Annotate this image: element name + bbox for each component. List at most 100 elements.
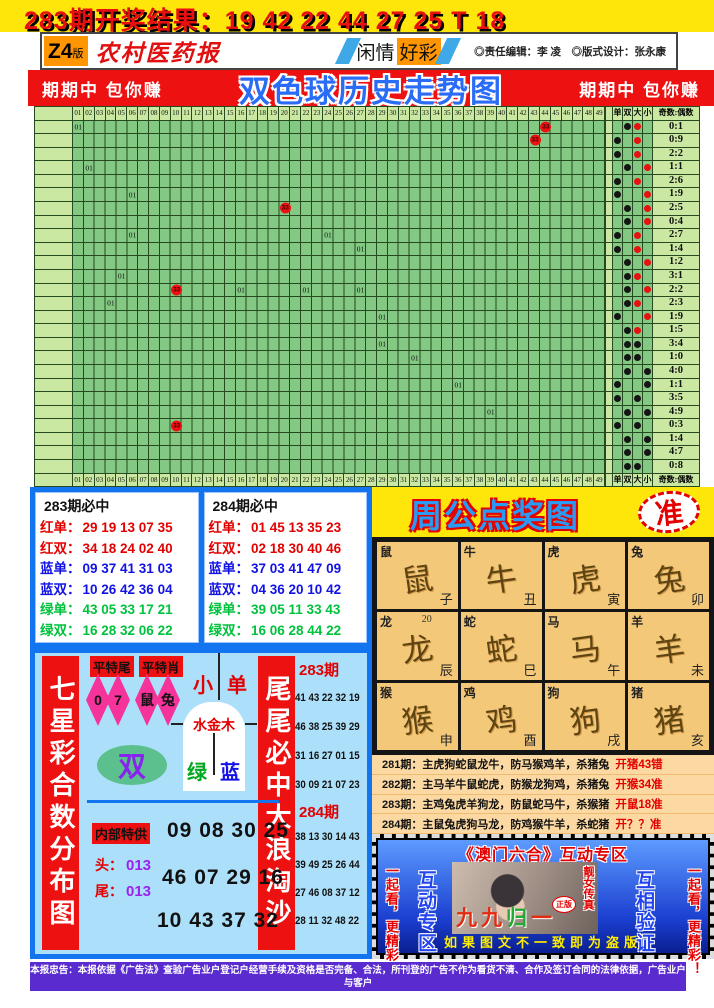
size-cell (633, 269, 643, 283)
marker-01: 01 (302, 285, 311, 295)
zodiac-art-icon: 猪 (651, 701, 687, 741)
marker-01: 01 (128, 190, 137, 200)
size-dot (634, 462, 641, 470)
section-banner: 闲情 好彩 (334, 34, 461, 68)
size-cell (643, 432, 653, 446)
zodiac-cell-鸡: 鸡鸡酉 (460, 682, 542, 750)
seven-star-panel: 七星彩合数分布图 尾尾必中大浪淘沙 平特尾 平特肖 0 7 鼠 兔 小 单 水金… (30, 648, 372, 959)
size-cell (633, 324, 643, 337)
trend-row: 01 1:9 (35, 310, 699, 325)
zodiac-name: 马 (547, 615, 560, 630)
row-cells (73, 256, 605, 269)
macau-zone-label: 互动专区 (415, 870, 436, 954)
size-cell (643, 188, 653, 202)
attr-header: 大 (633, 107, 643, 120)
zhougong-banner: 周公点奖图 准 (372, 487, 714, 537)
trend-row: 01 3:4 (35, 337, 699, 352)
period-tip-row: 281期：主虎狗蛇鼠龙牛，防马猴鸡羊，杀猪兔 开猪43错 (372, 755, 714, 775)
trend-row: 4:0 (35, 364, 699, 379)
right-col-row: 31 16 27 01 15 (295, 750, 360, 762)
marker-01: 01 (487, 407, 495, 417)
ratio-cell: 1:5 (653, 324, 699, 337)
head-digits: 头： 013 (95, 857, 152, 874)
column-header: 21 (290, 107, 302, 120)
zodiac-cell-虎: 虎虎寅 (544, 542, 626, 610)
column-header: 14 (214, 473, 226, 487)
odd-even-dot (624, 340, 631, 348)
size-cell (633, 174, 643, 188)
period-tip-row: 284期：主鼠兔虎狗马龙，防鸡猴牛羊，杀蛇猪 开？？准 (372, 814, 714, 834)
column-header: 40 (496, 473, 508, 487)
odd-even-cell (623, 188, 633, 202)
size-cell (643, 297, 653, 310)
bet-row-label: 蓝单： (40, 561, 81, 576)
main-banner: 期期中 包你赚 双色球历史走势图 期期中 包你赚 (28, 70, 714, 109)
size-dot (644, 191, 651, 199)
zodiac-name: 蛇 (463, 615, 476, 630)
overlay-char: 九 (456, 907, 481, 930)
trend-row: 4:7 (35, 446, 699, 461)
trend-row: 1:5 (35, 324, 699, 338)
period-tip-text: 283期：主鸡兔虎羊狗龙，防鼠蛇马牛，杀猴猪 (382, 798, 610, 811)
size-dot (644, 313, 651, 321)
column-header: 46 (561, 107, 573, 120)
zodiac-name: 猪 (631, 685, 644, 700)
column-header: 29 (377, 473, 388, 487)
zodiac-art-icon: 兔 (651, 560, 687, 600)
gap-column (605, 147, 613, 161)
bet-row: 红双： 02 18 30 40 46 (209, 539, 363, 560)
column-header: 38 (474, 473, 486, 487)
column-header: 12 (192, 107, 204, 120)
column-header: 31 (398, 473, 410, 487)
ratio-cell: 4:9 (653, 405, 699, 419)
disclaimer-bar: 本报忠告：本报依据《广告法》查验广告业户登记户经营手续及资格是否完备、合法，所刊… (30, 962, 686, 1001)
odd-even-cell (613, 256, 623, 269)
diamond-digit-2: 7 (106, 674, 130, 726)
gap-column (605, 324, 613, 337)
column-header: 33 (420, 107, 432, 120)
ratio-cell: 0:4 (653, 215, 699, 229)
column-header: 34 (431, 473, 443, 487)
row-label-cell (35, 107, 73, 120)
column-header: 10 (170, 107, 182, 120)
row-cells (73, 432, 605, 446)
column-header: 27 (355, 107, 367, 120)
size-dot (634, 299, 641, 307)
column-header: 01 (73, 107, 84, 120)
row-label-cell (35, 419, 73, 432)
xiao-label: 小 (193, 675, 213, 697)
attr-header: 双 (623, 107, 633, 120)
period-tip-result: 开猴34准 (615, 779, 663, 792)
column-header: 44 (539, 473, 551, 487)
row-label-cell (35, 351, 73, 364)
size-cell (633, 256, 643, 269)
odd-even-cell (613, 283, 623, 297)
row-label-cell (35, 242, 73, 256)
divider-line (218, 653, 220, 700)
zodiac-art-icon: 马 (567, 630, 604, 670)
odd-even-cell (623, 147, 633, 161)
size-dot (634, 231, 641, 239)
trend-row: 33 0:9 (35, 134, 699, 148)
odd-even-cell (623, 460, 633, 473)
zodiac-branch: 丑 (523, 592, 537, 608)
column-header: 14 (214, 107, 226, 120)
row-cells (73, 324, 605, 337)
zodiac-name: 猴 (380, 685, 393, 700)
odd-even-dot (624, 367, 631, 375)
right-col-period-1: 283期 (299, 662, 340, 679)
odd-even-dot (614, 177, 621, 185)
bet-row: 绿双： 16 06 28 44 22 (209, 621, 363, 642)
column-header: 25 (333, 107, 345, 120)
bet-row-numbers: 37 03 41 47 09 (251, 561, 342, 576)
trend-row: 01 3:1 (35, 269, 699, 284)
row-cells: 01 (73, 297, 605, 310)
column-header: 33 (420, 473, 432, 487)
size-cell (633, 283, 643, 297)
ratio-cell: 0:8 (653, 460, 699, 473)
column-header: 24 (322, 107, 334, 120)
gap-column (605, 351, 613, 364)
bet-row-numbers: 09 37 41 31 03 (82, 561, 173, 576)
zhougong-title: 周公点奖图 (410, 498, 581, 534)
column-header: 19 (268, 107, 280, 120)
